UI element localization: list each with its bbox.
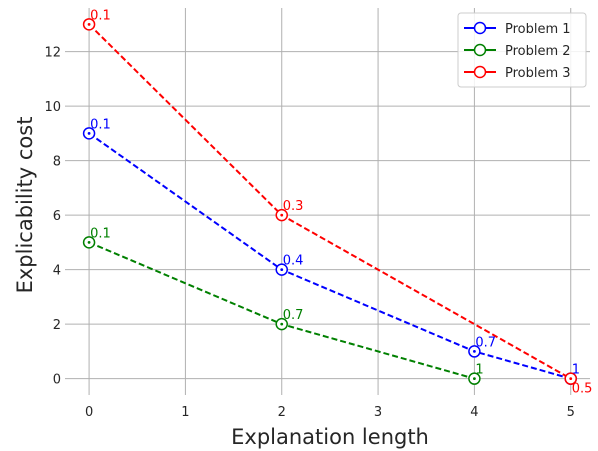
legend-label: Problem 1 [505,22,571,37]
series-3 [82,18,577,385]
legend-box [457,12,587,88]
point-label: 0.1 [90,117,111,132]
x-axis-title: Explanation length [231,425,429,449]
data-point-center [280,268,284,272]
data-point-center [87,131,91,135]
x-tick-label: 3 [374,405,382,420]
point-labels: 0.1 0.4 0.7 1 0.1 0.7 1 0.1 0.3 0.5 [90,8,592,396]
data-point-center [473,349,476,353]
legend-item: Problem 1 [464,21,571,37]
legend: Problem 1 Problem 2 Problem 3 [457,12,587,88]
data-point-center [473,377,476,381]
point-label: 0.1 [90,226,111,241]
point-label: 0.5 [572,382,593,397]
x-axis-ticks: 0 1 2 3 4 5 [85,405,575,420]
data-point-center [569,377,573,381]
legend-label: Problem 2 [505,44,571,59]
legend-label: Problem 3 [505,66,571,81]
series-1 [82,127,577,385]
x-tick-label: 2 [278,405,286,420]
series-line [88,132,572,380]
y-axis-title: Explicability cost [13,117,37,294]
point-label: 0.7 [283,308,304,323]
point-label: 0.1 [90,8,111,23]
point-label: 1 [475,363,483,378]
legend-marker [473,21,487,35]
point-label: 0.7 [475,335,496,350]
y-tick-label: 4 [53,264,61,279]
data-point-center [87,240,91,244]
y-tick-label: 6 [53,209,61,224]
point-label: 1 [572,363,580,378]
x-tick-label: 1 [181,405,189,420]
point-label: 0.4 [283,254,304,269]
y-tick-label: 10 [44,100,61,115]
x-tick-label: 4 [470,405,478,420]
y-axis-ticks: 0 2 4 6 8 10 12 [44,46,61,388]
data-point-center [87,22,91,26]
series-group [82,18,577,385]
legend-item: Problem 3 [464,65,571,81]
data-point-center [280,213,284,217]
y-tick-label: 8 [53,155,61,170]
x-tick-label: 5 [567,405,575,420]
y-tick-label: 0 [53,373,61,388]
x-tick-label: 0 [85,405,93,420]
legend-marker [473,43,487,57]
data-point-center [280,322,284,326]
legend-item: Problem 2 [464,43,571,59]
legend-marker [473,65,487,79]
series-2 [82,236,481,385]
y-tick-label: 2 [53,318,61,333]
point-label: 0.3 [283,199,304,214]
y-tick-label: 12 [44,46,61,61]
